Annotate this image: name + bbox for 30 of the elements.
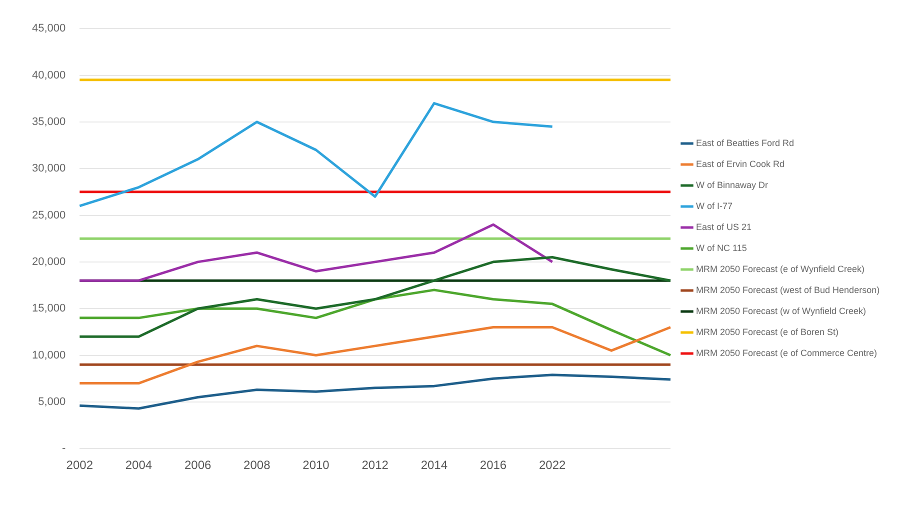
- x-tick-label: 2008: [244, 458, 271, 472]
- legend-label: MRM 2050 Forecast (e of Wynfield Creek): [696, 264, 864, 274]
- legend-label: W of NC 115: [696, 242, 747, 253]
- legend-label: East of Beatties Ford Rd: [696, 138, 794, 148]
- y-tick-label: 10,000: [32, 349, 66, 362]
- legend-label: MRM 2050 Forecast (west of Bud Henderson): [696, 284, 880, 295]
- legend-label: MRM 2050 Forecast (e of Commerce Centre): [696, 348, 878, 358]
- y-tick-label: 25,000: [32, 209, 66, 222]
- legend-label: MRM 2050 Forecast (w of Wynfield Creek): [696, 306, 866, 316]
- x-tick-label: 2016: [480, 458, 507, 472]
- x-tick-label: 2012: [362, 458, 389, 472]
- x-tick-label: 2010: [302, 458, 330, 472]
- x-tick-label: 2004: [125, 458, 152, 472]
- x-tick-label: 2002: [66, 458, 94, 472]
- y-tick-label: 45,000: [32, 22, 66, 35]
- legend-label: MRM 2050 Forecast (e of Boren St): [696, 326, 839, 337]
- y-tick-label: 15,000: [32, 302, 66, 315]
- x-tick-label: 2006: [184, 458, 212, 472]
- y-tick-label: 5,000: [38, 396, 66, 408]
- x-tick-label: 2022: [538, 458, 566, 472]
- y-tick-label: 20,000: [32, 256, 66, 268]
- legend-label: East of Ervin Cook Rd: [696, 158, 785, 169]
- y-tick-label: 40,000: [32, 69, 66, 82]
- x-tick-label: 2014: [420, 458, 448, 472]
- y-tick-label: 35,000: [32, 116, 66, 128]
- y-tick-label: -: [62, 442, 66, 455]
- legend-label: W of Binnaway Dr: [696, 180, 768, 190]
- legend-label: East of US 21: [696, 222, 752, 232]
- legend-label: W of I-77: [696, 200, 733, 211]
- y-tick-label: 30,000: [32, 162, 66, 175]
